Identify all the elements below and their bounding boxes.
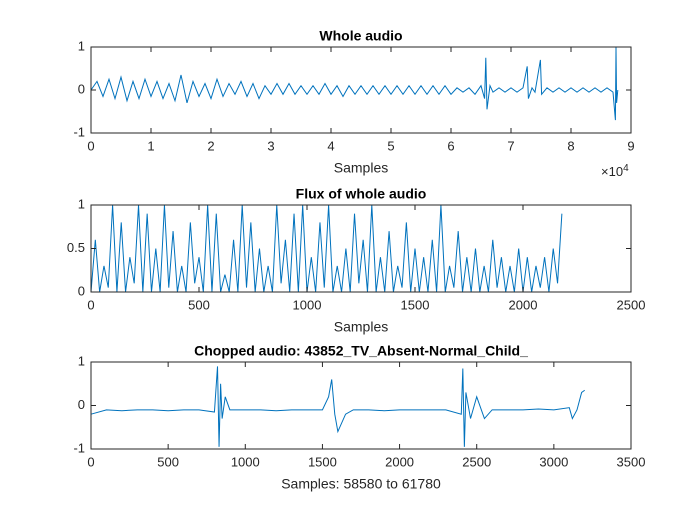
plot-area <box>91 362 631 449</box>
waveform <box>90 204 563 293</box>
x-axis-label: Samples <box>334 319 388 335</box>
x-tick-label: 2500 <box>462 454 491 469</box>
x-tick-label: 1500 <box>401 297 430 312</box>
x-axis-label: Samples <box>334 160 388 176</box>
y-tick-label: -1 <box>73 440 85 455</box>
x-tick-label: 500 <box>188 297 210 312</box>
x-multiplier: ×104 <box>601 163 629 180</box>
x-tick-label: 3500 <box>617 454 646 469</box>
x-tick-label: 0 <box>87 454 94 469</box>
chart-title: Whole audio <box>319 28 402 44</box>
x-tick-label: 500 <box>157 454 179 469</box>
x-multiplier-base: ×10 <box>601 164 623 179</box>
chart-title: Chopped audio: 43852_TV_Absent-Normal_Ch… <box>194 343 528 359</box>
x-tick-label: 3000 <box>539 454 568 469</box>
x-tick-label: 4 <box>327 138 334 153</box>
y-tick-label: 1 <box>78 353 85 368</box>
y-tick-label: 0 <box>78 283 85 298</box>
x-tick-label: 8 <box>567 138 574 153</box>
x-tick-label: 1 <box>147 138 154 153</box>
waveform <box>90 46 619 121</box>
x-tick-label: 2000 <box>385 454 414 469</box>
y-tick-label: 0 <box>78 81 85 96</box>
waveform <box>90 366 585 447</box>
x-tick-label: 0 <box>87 138 94 153</box>
plot-area <box>91 205 631 292</box>
y-tick-label: 1 <box>78 196 85 211</box>
x-tick-label: 2500 <box>617 297 646 312</box>
x-tick-label: 6 <box>447 138 454 153</box>
y-tick-label: -1 <box>73 124 85 139</box>
y-tick-label: 1 <box>78 38 85 53</box>
x-tick-label: 2 <box>207 138 214 153</box>
x-tick-label: 7 <box>507 138 514 153</box>
x-tick-label: 1000 <box>231 454 260 469</box>
chart-title: Flux of whole audio <box>296 186 427 202</box>
x-tick-label: 1500 <box>308 454 337 469</box>
x-tick-label: 1000 <box>293 297 322 312</box>
y-tick-label: 0.5 <box>67 240 85 255</box>
y-tick-label: 0 <box>78 397 85 412</box>
x-multiplier-exponent: 4 <box>623 163 629 174</box>
x-tick-label: 5 <box>387 138 394 153</box>
x-tick-label: 9 <box>627 138 634 153</box>
x-tick-label: 2000 <box>509 297 538 312</box>
x-tick-label: 3 <box>267 138 274 153</box>
x-tick-label: 0 <box>87 297 94 312</box>
x-axis-label: Samples: 58580 to 61780 <box>281 476 441 492</box>
